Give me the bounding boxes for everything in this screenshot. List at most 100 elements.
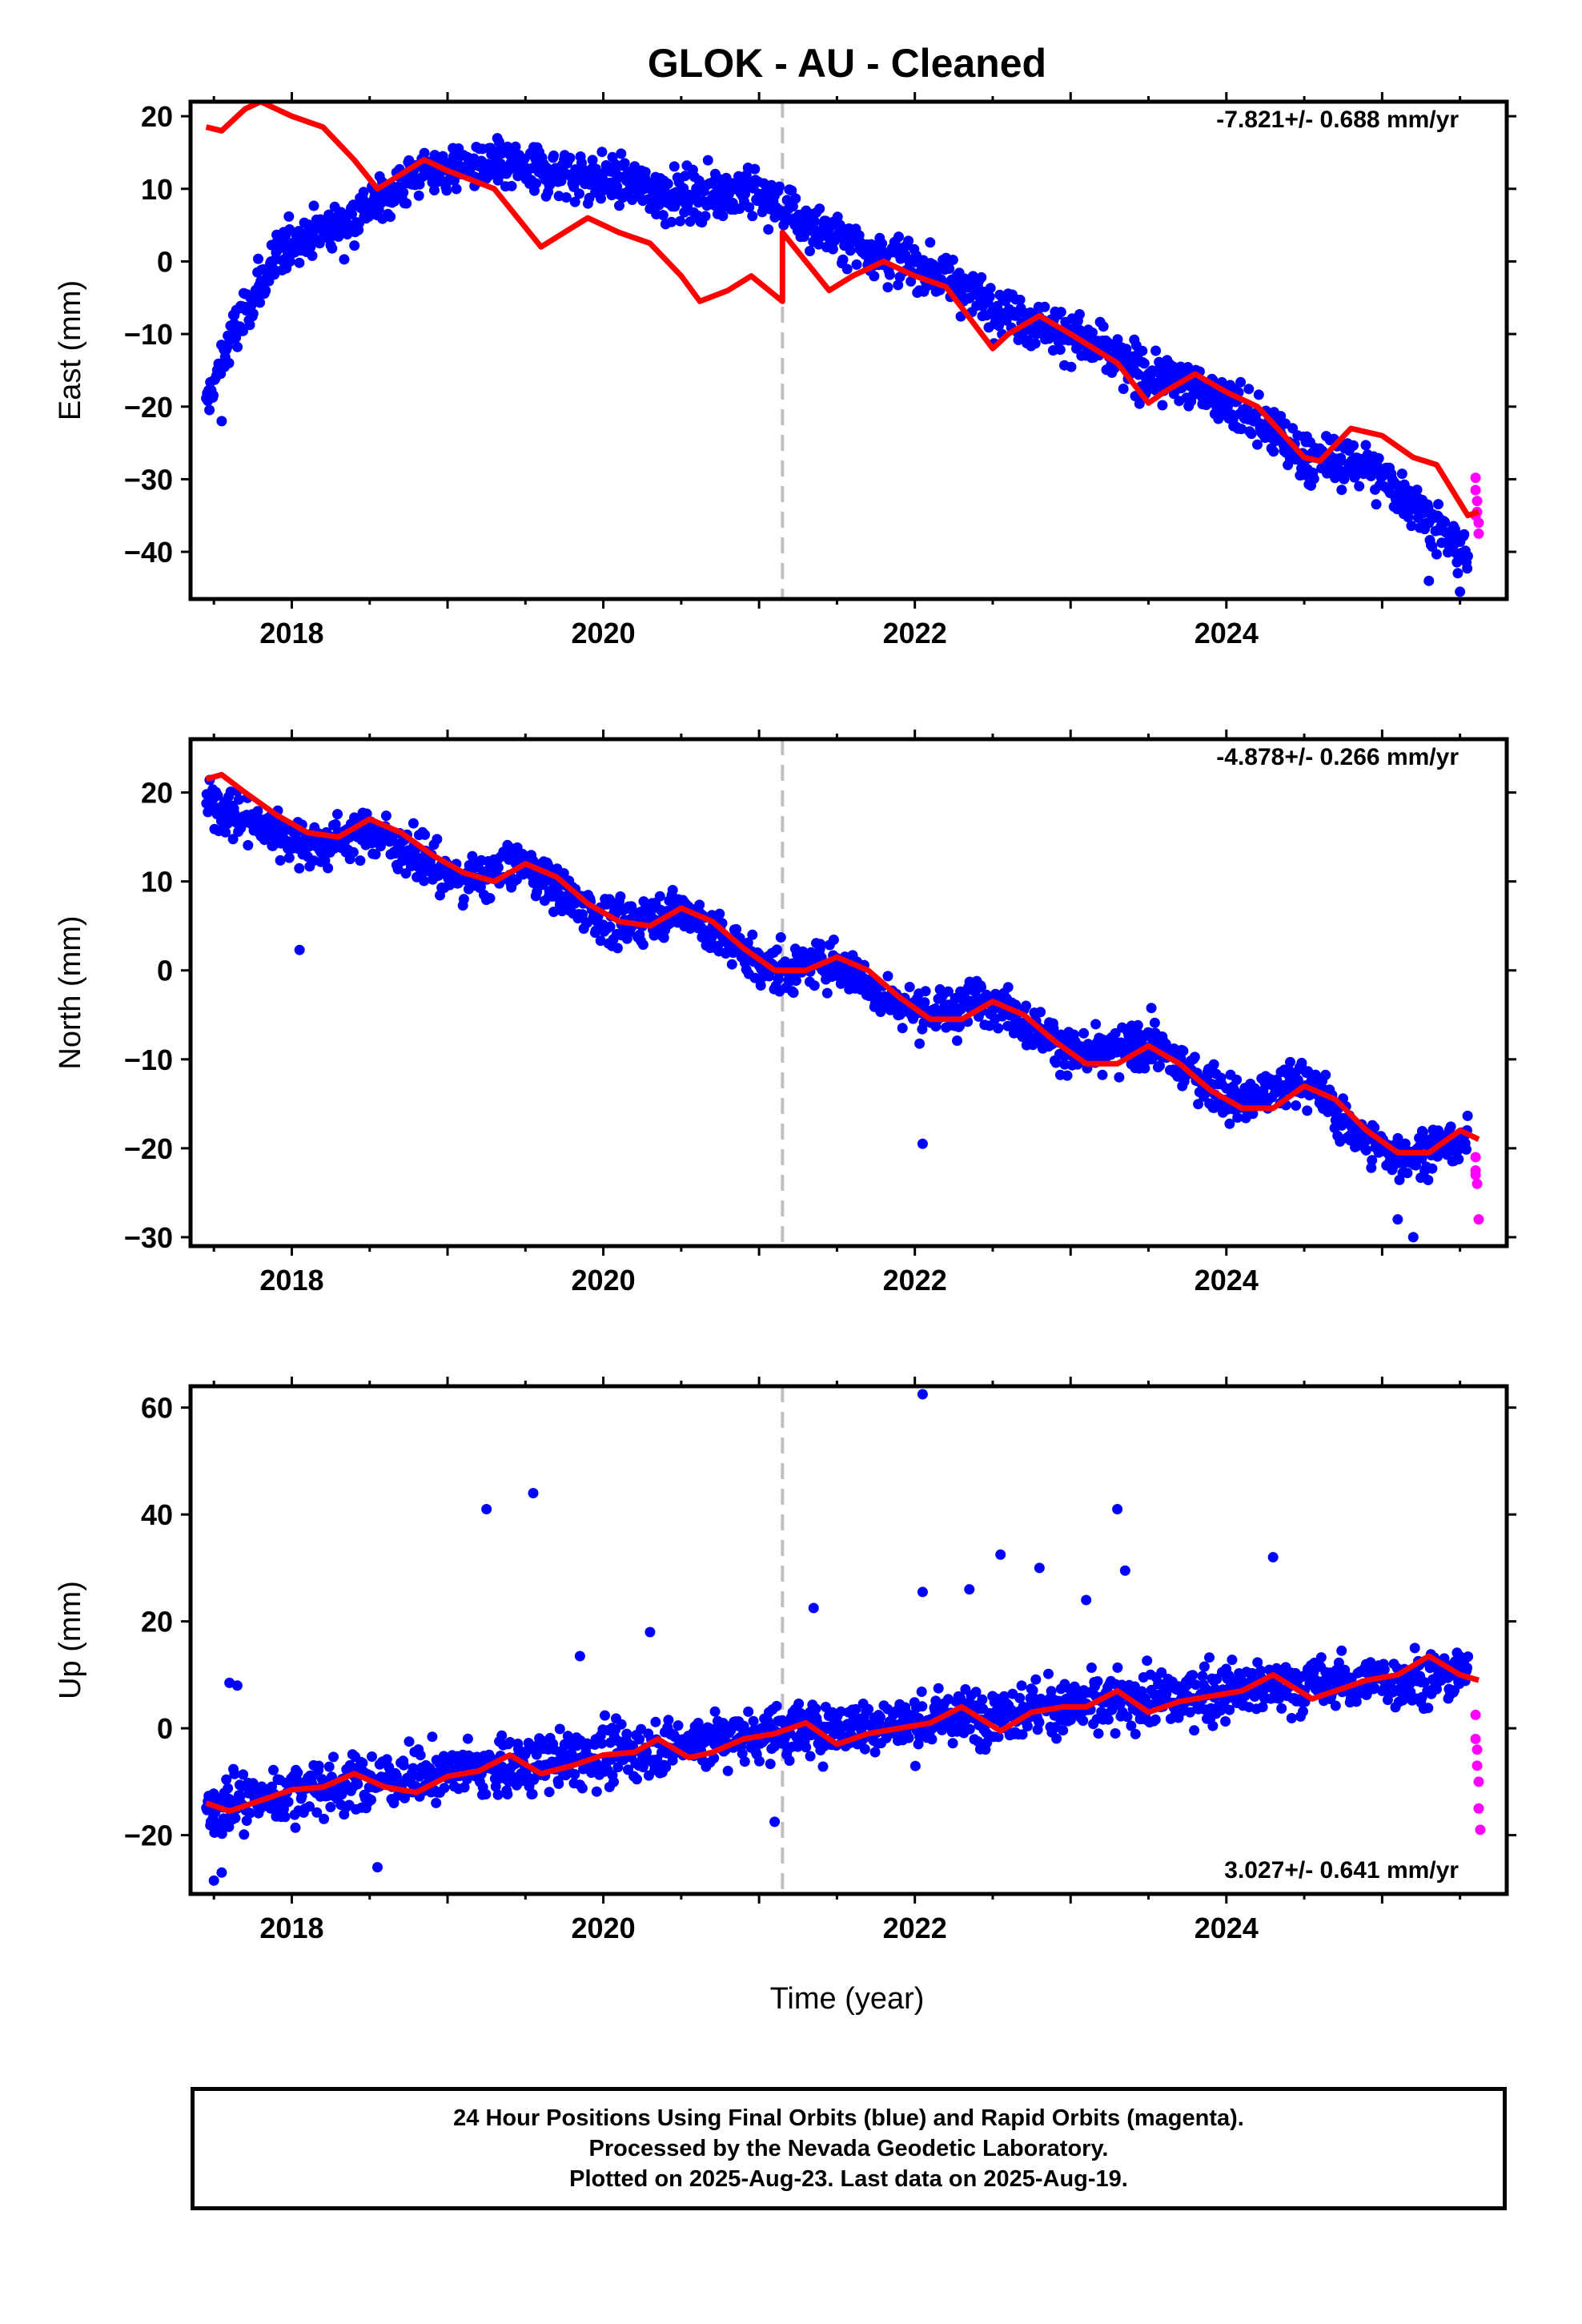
final-point bbox=[1427, 541, 1438, 552]
final-point bbox=[1137, 345, 1148, 356]
final-point bbox=[223, 1783, 234, 1794]
final-point bbox=[367, 1751, 377, 1762]
final-point bbox=[480, 1789, 492, 1799]
final-point bbox=[738, 1720, 749, 1731]
final-point bbox=[1402, 1168, 1413, 1179]
footer-line-3: Plotted on 2025-Aug-23. Last data on 202… bbox=[569, 2166, 1128, 2192]
final-point bbox=[323, 862, 334, 874]
y-tick-label: 10 bbox=[141, 866, 173, 899]
final-point-outlier bbox=[808, 1602, 819, 1614]
final-point bbox=[243, 840, 254, 850]
final-point bbox=[381, 1754, 392, 1765]
final-point bbox=[332, 809, 343, 820]
final-point bbox=[1066, 361, 1077, 372]
final-point bbox=[742, 937, 753, 948]
final-point bbox=[1462, 563, 1473, 574]
final-point bbox=[279, 1811, 291, 1823]
final-point bbox=[1050, 1057, 1062, 1068]
final-point bbox=[392, 863, 404, 875]
final-point bbox=[596, 1738, 608, 1749]
final-point bbox=[596, 147, 608, 158]
final-point bbox=[1017, 1729, 1028, 1740]
final-point bbox=[919, 997, 930, 1008]
final-point bbox=[1396, 468, 1407, 480]
final-point bbox=[357, 1758, 368, 1768]
final-point bbox=[415, 1750, 426, 1761]
final-point bbox=[817, 1761, 829, 1772]
final-point bbox=[815, 939, 826, 950]
final-point bbox=[1157, 400, 1168, 411]
x-tick-label: 2022 bbox=[883, 1264, 947, 1297]
final-point bbox=[882, 971, 893, 982]
final-point bbox=[1348, 440, 1359, 451]
final-point bbox=[574, 188, 584, 199]
final-point bbox=[827, 243, 838, 255]
final-point bbox=[654, 891, 665, 902]
final-point bbox=[431, 1797, 442, 1808]
final-point bbox=[1360, 1144, 1371, 1156]
final-point bbox=[1016, 1680, 1027, 1691]
final-point bbox=[615, 891, 626, 902]
final-point-outlier bbox=[917, 1586, 928, 1598]
rapid-point bbox=[1473, 528, 1484, 539]
final-point bbox=[577, 909, 588, 920]
final-point bbox=[869, 271, 880, 282]
final-point bbox=[743, 1706, 754, 1717]
y-axis-label: Up (mm) bbox=[54, 1581, 87, 1699]
final-point bbox=[400, 1792, 410, 1803]
final-point bbox=[632, 1774, 642, 1785]
final-point bbox=[1276, 1703, 1287, 1714]
final-point bbox=[774, 181, 785, 192]
final-point bbox=[1335, 452, 1347, 464]
final-point bbox=[527, 1788, 538, 1799]
final-point bbox=[1122, 1711, 1133, 1723]
final-point bbox=[1419, 1677, 1430, 1688]
y-tick-label: −10 bbox=[124, 318, 173, 351]
x-tick-label: 2022 bbox=[883, 617, 947, 649]
final-point bbox=[319, 1813, 330, 1824]
x-tick-label: 2018 bbox=[259, 1264, 323, 1297]
rapid-point bbox=[1472, 1760, 1483, 1771]
final-point bbox=[458, 894, 469, 905]
final-point bbox=[531, 178, 542, 189]
final-point bbox=[809, 215, 820, 227]
final-point bbox=[755, 980, 766, 991]
final-point bbox=[1409, 1642, 1420, 1654]
final-point bbox=[1097, 1069, 1108, 1080]
final-point bbox=[220, 826, 231, 838]
final-point bbox=[586, 1767, 597, 1778]
x-tick-label: 2020 bbox=[572, 1264, 636, 1297]
x-tick-label: 2022 bbox=[883, 1912, 947, 1944]
x-tick-label: 2024 bbox=[1195, 1912, 1259, 1944]
final-point bbox=[1154, 1060, 1165, 1072]
final-point bbox=[502, 1789, 513, 1799]
final-point bbox=[294, 862, 305, 874]
final-point bbox=[1369, 1122, 1380, 1133]
final-point bbox=[221, 1774, 232, 1785]
final-point-outlier bbox=[371, 1862, 383, 1873]
final-point-outlier bbox=[1081, 1594, 1092, 1606]
final-point bbox=[1336, 1645, 1347, 1656]
rapid-point bbox=[1472, 1744, 1483, 1755]
final-point-outlier bbox=[964, 1584, 975, 1595]
final-point bbox=[634, 1734, 645, 1745]
x-tick-label: 2024 bbox=[1195, 617, 1259, 649]
final-point bbox=[398, 187, 409, 198]
y-tick-label: −30 bbox=[124, 463, 173, 496]
final-point bbox=[947, 1738, 958, 1749]
final-point bbox=[419, 875, 430, 887]
final-point bbox=[863, 1703, 874, 1715]
final-point bbox=[347, 208, 357, 219]
y-tick-label: −10 bbox=[124, 1043, 173, 1076]
final-point bbox=[658, 932, 669, 943]
final-point bbox=[1354, 480, 1365, 492]
final-point bbox=[784, 1755, 795, 1766]
final-point bbox=[308, 200, 319, 211]
final-point bbox=[294, 257, 305, 268]
x-axis-label: Time (year) bbox=[770, 1982, 925, 2016]
final-point bbox=[506, 180, 517, 191]
final-point bbox=[292, 1767, 303, 1779]
final-point bbox=[801, 1742, 812, 1753]
y-tick-label: 0 bbox=[157, 245, 173, 278]
